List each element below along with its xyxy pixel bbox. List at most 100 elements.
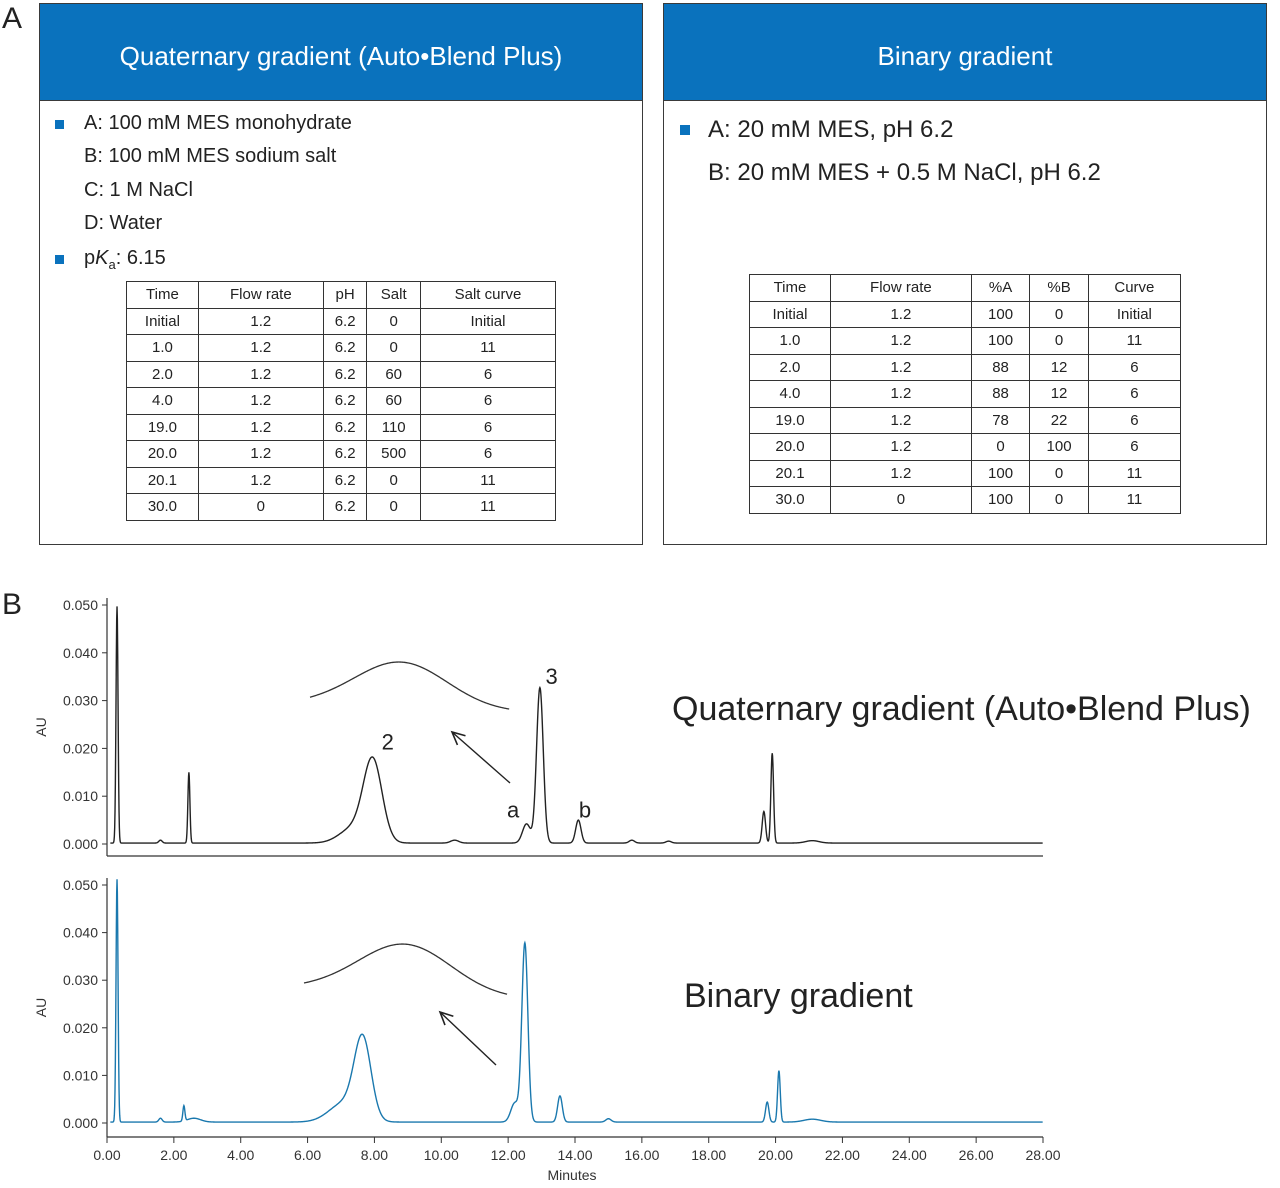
peak-label: a	[507, 798, 520, 823]
table-cell: 6	[419, 440, 557, 468]
table-cell: 11	[419, 334, 557, 362]
table-row: 19.0 1.2 78 22 6	[749, 406, 1182, 434]
bullet-icon	[55, 120, 64, 129]
table-cell: 12	[1029, 353, 1089, 381]
x-tick-label: 28.00	[1025, 1147, 1060, 1163]
table-cell: 1.2	[829, 433, 972, 461]
table-cell: 6	[419, 360, 557, 388]
quaternary-gradient-card: Quaternary gradient (Auto•Blend Plus) A:…	[39, 3, 643, 545]
table-cell: 1.2	[829, 380, 972, 408]
table-cell: 22	[1029, 406, 1089, 434]
table-row: 4.0 1.2 6.2 60 6	[126, 387, 557, 415]
column-header: Flow rate	[829, 274, 972, 302]
column-header: Time	[126, 281, 199, 309]
y-tick-label: 0.020	[63, 1020, 98, 1036]
chromatogram-trace	[110, 606, 1043, 844]
x-axis-label: Minutes	[547, 1167, 596, 1183]
table-cell: 500	[366, 440, 421, 468]
bullet-icon	[680, 125, 690, 135]
table-cell: 6.2	[322, 440, 368, 468]
solvent-b: B: 20 mM MES + 0.5 M NaCl, pH 6.2	[708, 159, 1101, 186]
table-cell: 20.0	[126, 440, 199, 468]
y-tick-label: 0.010	[63, 788, 98, 804]
quaternary-chromatogram: 0.000 0.010 0.020 0.030 0.040 0.050 AU Quaterna…	[33, 597, 1251, 857]
x-tick-label: 16.00	[624, 1147, 659, 1163]
table-row: 19.0 1.2 6.2 110 6	[126, 413, 557, 441]
inset-trace	[303, 943, 508, 995]
table-cell: 2.0	[749, 353, 831, 381]
column-header: Salt curve	[419, 281, 557, 309]
table-cell: 0	[366, 334, 421, 362]
table-cell: 0	[366, 493, 421, 521]
arrow-head-icon	[438, 1010, 454, 1026]
table-cell: 60	[366, 387, 421, 415]
table-cell: 11	[419, 493, 557, 521]
table-cell: Initial	[419, 307, 557, 335]
table-cell: 6	[419, 387, 557, 415]
table-cell: 6.2	[322, 387, 368, 415]
table-cell: 60	[366, 360, 421, 388]
column-header: %B	[1029, 274, 1089, 302]
y-tick-label: 0.020	[63, 740, 98, 756]
y-tick-label: 0.030	[63, 972, 98, 988]
table-cell: Initial	[126, 307, 199, 335]
table-cell: 0	[197, 493, 324, 521]
table-row: 2.0 1.2 6.2 60 6	[126, 360, 557, 388]
peak-label: 3	[545, 664, 557, 689]
table-cell: 110	[366, 413, 421, 441]
table-row: 20.1 1.2 6.2 0 11	[126, 466, 557, 494]
table-cell: 0	[829, 486, 972, 514]
y-axis-label: AU	[33, 998, 49, 1017]
table-cell: 6	[1087, 380, 1182, 408]
table-cell: 0	[970, 433, 1031, 461]
table-cell: 4.0	[749, 380, 831, 408]
column-header: Curve	[1087, 274, 1182, 302]
table-cell: 30.0	[749, 486, 831, 514]
column-header: Flow rate	[197, 281, 324, 309]
binary-gradient-table: Time Flow rate %A %B Curve Initial 1.2 100 0 Init…	[749, 274, 1182, 514]
column-header: %A	[970, 274, 1031, 302]
column-header: Salt	[366, 281, 421, 309]
table-cell: Initial	[1087, 300, 1182, 328]
table-cell: 1.2	[829, 327, 972, 355]
quaternary-gradient-table: Time Flow rate pH Salt Salt curve Initial 1.2 6…	[126, 281, 557, 521]
table-cell: 19.0	[126, 413, 199, 441]
trace-title: Quaternary gradient (Auto•Blend Plus)	[672, 690, 1251, 728]
bullet-icon	[55, 255, 64, 264]
x-tick-label: 20.00	[758, 1147, 793, 1163]
table-cell: 1.2	[197, 307, 324, 335]
solvent-d: D: Water	[84, 212, 163, 234]
table-cell: 1.2	[197, 387, 324, 415]
binary-gradient-card: Binary gradient A: 20 mM MES, pH 6.2 B: …	[663, 3, 1267, 545]
table-row: 20.0 1.2 0 100 6	[749, 433, 1182, 461]
table-cell: 1.0	[126, 334, 199, 362]
table-cell: 20.1	[749, 459, 831, 487]
peak-label: 2	[382, 729, 394, 754]
table-cell: 0	[1029, 327, 1089, 355]
table-cell: 19.0	[749, 406, 831, 434]
table-cell: 78	[970, 406, 1031, 434]
table-cell: 1.2	[197, 360, 324, 388]
y-tick-label: 0.010	[63, 1067, 98, 1083]
table-cell: 11	[1087, 459, 1182, 487]
table-cell: 0	[1029, 459, 1089, 487]
panel-label-b: B	[2, 588, 23, 621]
y-tick-label: 0.050	[63, 597, 98, 613]
x-tick-label: 24.00	[892, 1147, 927, 1163]
x-tick-label: 0.00	[93, 1147, 120, 1163]
table-row: 30.0 0 100 0 11	[749, 486, 1182, 514]
zoom-inset	[303, 943, 508, 1066]
arrow-head-icon	[450, 730, 466, 746]
table-cell: 0	[1029, 486, 1089, 514]
table-cell: 6.2	[322, 334, 368, 362]
table-cell: 1.2	[829, 300, 972, 328]
x-tick-label: 18.00	[691, 1147, 726, 1163]
table-cell: 4.0	[126, 387, 199, 415]
table-cell: 6	[1087, 433, 1182, 461]
table-cell: 6.2	[322, 307, 368, 335]
table-cell: 0	[366, 307, 421, 335]
pka-subscript: a	[108, 257, 116, 272]
solvent-a: A: 20 mM MES, pH 6.2	[708, 116, 954, 143]
trace-title: Binary gradient	[684, 977, 913, 1015]
table-cell: 11	[1087, 327, 1182, 355]
